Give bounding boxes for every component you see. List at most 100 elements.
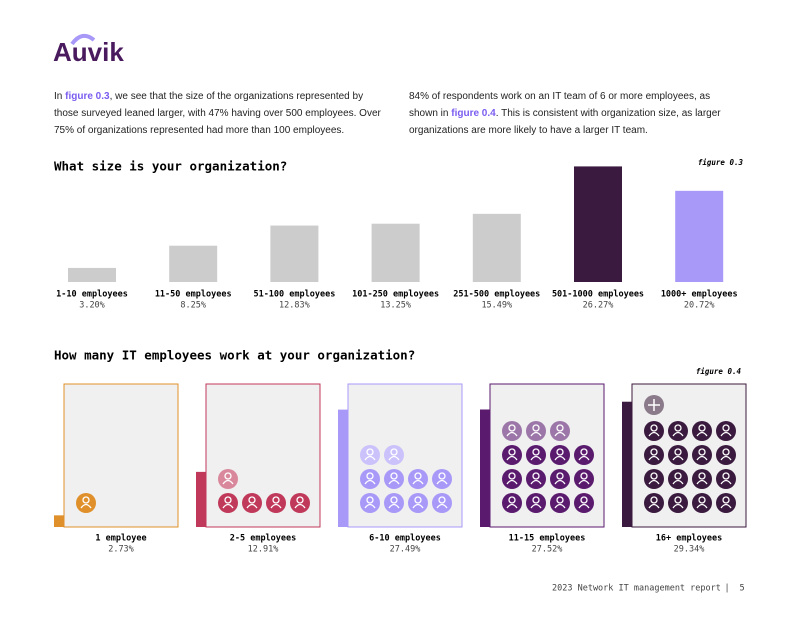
- icon-head: [414, 472, 422, 480]
- icon-head: [390, 472, 398, 480]
- icon-body: [672, 455, 684, 461]
- icon-body: [530, 503, 542, 509]
- bar: [196, 471, 206, 527]
- icon-body: [506, 431, 518, 437]
- value-label: 27.52%: [532, 545, 563, 555]
- plus-sign: [648, 399, 660, 411]
- icon-body: [364, 455, 376, 461]
- icon-head: [438, 496, 446, 504]
- icon-body: [554, 503, 566, 509]
- icon-body: [294, 503, 306, 509]
- bar: [54, 515, 64, 527]
- icon-body: [648, 503, 660, 509]
- icon-body: [554, 455, 566, 461]
- icon-body: [578, 479, 590, 485]
- icon-head: [296, 496, 304, 504]
- icon-body: [222, 479, 234, 485]
- bar: [68, 267, 116, 282]
- category-label: 1-10 employees: [56, 290, 128, 300]
- icon-head: [438, 472, 446, 480]
- icon-head: [532, 448, 540, 456]
- icon-box: [622, 383, 747, 528]
- icon-head: [532, 472, 540, 480]
- icon-body: [672, 503, 684, 509]
- icon-body: [246, 503, 258, 509]
- intro-right: 84% of respondents work on an IT team of…: [409, 88, 739, 139]
- icon-body: [696, 431, 708, 437]
- icon-body: [364, 503, 376, 509]
- icon-head: [82, 496, 90, 504]
- icon-body: [554, 479, 566, 485]
- intro-left: In figure 0.3, we see that the size of t…: [54, 88, 384, 139]
- icon-body: [506, 455, 518, 461]
- figure-label: figure 0.4: [696, 367, 742, 376]
- bar: [480, 409, 490, 527]
- icon-body: [506, 503, 518, 509]
- bar: [371, 223, 420, 282]
- category-label: 51-100 employees: [253, 290, 335, 300]
- icon-body: [720, 455, 732, 461]
- footer-title: 2023 Network IT management report: [552, 584, 721, 594]
- figure-ref: figure 0.3: [65, 91, 110, 102]
- icon-body: [648, 431, 660, 437]
- icon-head: [650, 496, 658, 504]
- icon-head: [508, 472, 516, 480]
- category-label: 1 employee: [95, 534, 146, 544]
- icon-box: [480, 383, 605, 528]
- icon-body: [696, 479, 708, 485]
- icon-box: [196, 383, 321, 528]
- category-label: 2-5 employees: [230, 534, 297, 544]
- footer-separator: |: [724, 584, 729, 594]
- icon-head: [248, 496, 256, 504]
- icon-head: [532, 496, 540, 504]
- category-label: 101-250 employees: [352, 290, 439, 300]
- figure-label: figure 0.3: [698, 158, 744, 167]
- icon-head: [674, 496, 682, 504]
- icon-head: [698, 496, 706, 504]
- bar: [472, 213, 521, 282]
- icon-head: [650, 424, 658, 432]
- bar: [338, 409, 348, 527]
- icon-body: [720, 503, 732, 509]
- icon-head: [580, 496, 588, 504]
- value-label: 15.49%: [481, 301, 512, 311]
- icon-head: [532, 424, 540, 432]
- icon-body: [436, 479, 448, 485]
- icon-body: [648, 455, 660, 461]
- icon-head: [508, 448, 516, 456]
- icon-body: [672, 479, 684, 485]
- icon-body: [80, 503, 92, 509]
- icon-head: [272, 496, 280, 504]
- category-label: 501-1000 employees: [552, 290, 644, 300]
- icon-body: [530, 455, 542, 461]
- icon-head: [674, 448, 682, 456]
- value-label: 20.72%: [684, 301, 715, 311]
- icon-head: [556, 424, 564, 432]
- icon-body: [672, 431, 684, 437]
- icon-head: [556, 496, 564, 504]
- icon-body: [696, 455, 708, 461]
- icon-body: [720, 479, 732, 485]
- icon-head: [366, 496, 374, 504]
- icon-body: [506, 479, 518, 485]
- icon-body: [412, 479, 424, 485]
- page-number: 5: [739, 584, 744, 594]
- icon-head: [366, 448, 374, 456]
- bar: [622, 401, 632, 527]
- icon-head: [224, 496, 232, 504]
- icon-body: [720, 431, 732, 437]
- value-label: 26.27%: [583, 301, 614, 311]
- icon-head: [722, 472, 730, 480]
- icon-head: [722, 496, 730, 504]
- icon-head: [698, 424, 706, 432]
- logo: Auvik: [53, 37, 124, 67]
- icon-body: [530, 431, 542, 437]
- bar: [675, 190, 724, 282]
- text: , we see that the size of the organizati…: [54, 91, 381, 136]
- icon-head: [508, 496, 516, 504]
- bar: [270, 225, 319, 282]
- figure-ref: figure 0.4: [451, 108, 496, 119]
- value-label: 12.83%: [279, 301, 310, 311]
- icon-body: [436, 503, 448, 509]
- icon-head: [674, 472, 682, 480]
